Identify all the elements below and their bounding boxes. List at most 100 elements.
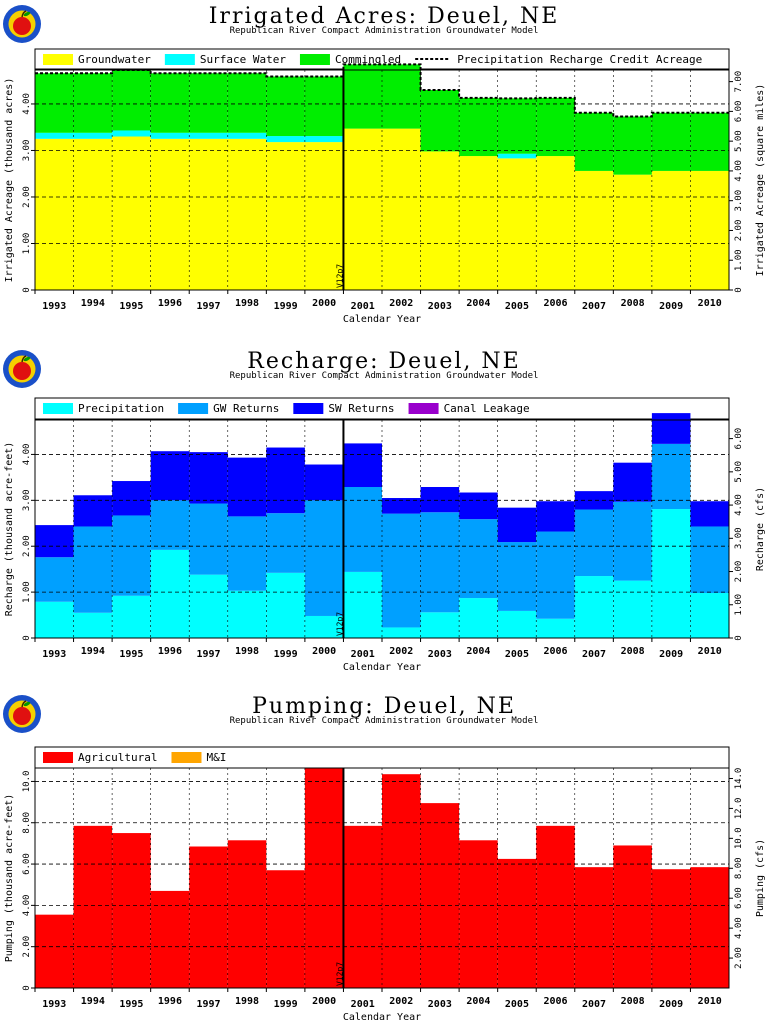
y-tick-label: 2.00	[22, 186, 32, 208]
legend-label: Agricultural	[78, 751, 157, 764]
logo-apple-stem	[21, 10, 27, 18]
bar-segment	[420, 151, 460, 290]
bar-segment	[227, 840, 267, 988]
bar-segment	[382, 774, 421, 988]
y2-tick-label: 4.00	[734, 160, 744, 182]
x-tick-label: 2001	[351, 301, 375, 312]
bar-segment	[304, 136, 344, 143]
legend-swatch	[293, 403, 324, 414]
irrigated-acres-panel: Groundwater Surface Water Commingled Precip…	[0, 0, 768, 340]
legend-swatch	[43, 403, 73, 414]
recharge-chart: Precipitation GW Returns SW Returns Canal L…	[4, 397, 766, 673]
x-tick-label: 2001	[351, 649, 375, 660]
bar-segment	[150, 451, 190, 501]
y-tick-label: 1.00	[22, 233, 32, 255]
bar-segment	[497, 158, 537, 290]
bar-segment	[343, 443, 382, 488]
bar-segment	[266, 572, 305, 638]
bar-segment	[304, 464, 344, 501]
x-tick-label: 2005	[505, 649, 529, 660]
bar-segment	[497, 610, 537, 638]
bar-segment	[536, 531, 575, 619]
marker-label: V12p7	[335, 612, 344, 636]
y2-tick-label: 7.00	[734, 71, 744, 93]
x-tick-label: 2000	[312, 996, 336, 1007]
x-tick-label: 1994	[81, 298, 105, 309]
y2-tick-label: 8.00	[734, 857, 744, 879]
bar-segment	[112, 833, 151, 988]
x-tick-label: 1998	[235, 996, 259, 1007]
x-tick-label: 2005	[505, 999, 529, 1010]
x-tick-label: 2009	[659, 649, 683, 660]
bar-segment	[690, 867, 729, 988]
y-axis-label: Pumping (thousand acre-feet)	[4, 794, 15, 963]
legend-swatch	[43, 54, 73, 65]
bar-segment	[266, 142, 305, 290]
x-tick-label: 2003	[428, 301, 452, 312]
x-tick-label: 2001	[351, 999, 375, 1010]
bar-segment	[574, 112, 614, 171]
bar-segment	[536, 156, 575, 290]
y2-tick-label: 5.00	[734, 461, 744, 483]
x-tick-label: 1993	[42, 999, 66, 1010]
bar-segment	[382, 128, 421, 290]
bar-segment	[574, 170, 614, 290]
bar-segment	[150, 132, 190, 139]
bar-segment	[497, 507, 537, 543]
chart-title: Recharge: Deuel, NE	[247, 349, 521, 374]
y2-tick-label: 4.00	[734, 917, 744, 939]
legend-swatch	[43, 752, 73, 763]
bar-segment	[112, 130, 151, 137]
bar-segment	[343, 128, 382, 290]
y2-tick-label: 6.00	[734, 428, 744, 450]
x-axis-label: Calendar Year	[343, 1012, 421, 1023]
y2-tick-label: 5.00	[734, 130, 744, 152]
bar-segment	[651, 443, 691, 510]
y2-tick-label: 4.00	[734, 494, 744, 516]
x-tick-label: 2009	[659, 301, 683, 312]
x-tick-label: 2002	[389, 298, 413, 309]
x-tick-label: 2006	[543, 298, 567, 309]
y2-tick-label: 6.00	[734, 887, 744, 909]
bar-segment	[690, 112, 729, 171]
x-tick-label: 2010	[698, 298, 722, 309]
marker-label: V12p7	[335, 962, 344, 986]
bar-segment	[73, 132, 113, 139]
y2-tick-label: 0	[734, 287, 744, 292]
bar-segment	[459, 840, 498, 988]
chart-subtitle: Republican River Compact Administration …	[229, 371, 539, 381]
bar-segment	[343, 64, 382, 129]
legend-label: M&I	[206, 751, 226, 764]
x-tick-label: 1994	[81, 646, 105, 657]
chart-title: Irrigated Acres: Deuel, NE	[208, 4, 560, 29]
y-tick-label: 2.00	[22, 535, 32, 557]
bar-segment	[112, 70, 151, 131]
bar-segment	[574, 867, 614, 988]
bar-segment	[35, 601, 74, 638]
x-tick-label: 1993	[42, 649, 66, 660]
y2-tick-label: 1.00	[734, 249, 744, 271]
y2-axis-label: Pumping (cfs)	[755, 839, 766, 917]
logo-apple-stem	[21, 700, 27, 708]
x-tick-label: 1998	[235, 646, 259, 657]
legend-label: Canal Leakage	[444, 402, 530, 415]
bar-segment	[690, 501, 729, 527]
legend-swatch	[408, 403, 439, 414]
x-tick-label: 2005	[505, 301, 529, 312]
bar-segment	[420, 803, 460, 988]
bar-segment	[150, 73, 190, 133]
bar-segment	[227, 590, 267, 638]
y2-tick-label: 0	[734, 635, 744, 640]
y2-tick-label: 2.00	[734, 947, 744, 969]
bar-segment	[189, 503, 228, 575]
bar-segment	[382, 498, 421, 514]
bar-segment	[227, 516, 267, 591]
recharge-panel: Precipitation GW Returns SW Returns Canal L…	[0, 345, 768, 685]
bar-segment	[304, 768, 344, 988]
bar-segment	[73, 612, 113, 638]
bar-segment	[227, 73, 267, 133]
bar-segment	[382, 627, 421, 638]
y2-axis-label: Recharge (cfs)	[755, 487, 766, 571]
bar-segment	[189, 138, 228, 290]
y-tick-label: 0	[22, 635, 32, 640]
